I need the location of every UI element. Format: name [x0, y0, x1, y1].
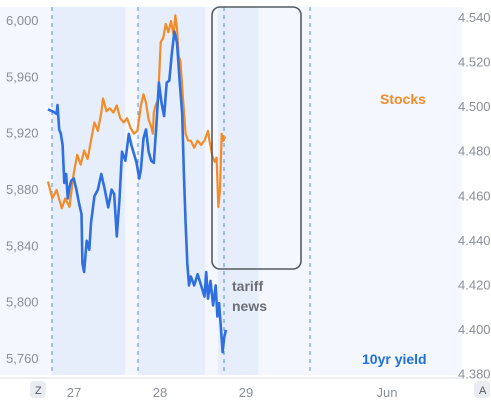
y-left-tick-1: 5,800 — [6, 295, 39, 310]
y-right-tick-1: 4.400 — [458, 322, 491, 337]
zoom-right-control[interactable]: A — [474, 381, 490, 398]
y-right-tick-5: 4.480 — [458, 144, 491, 159]
x-tick-3: Jun — [377, 385, 398, 400]
y-right-tick-4: 4.460 — [458, 188, 491, 203]
session-band-2 — [217, 7, 259, 375]
y-right-tick-0: 4.380 — [458, 366, 491, 381]
y-left-tick-4: 5,920 — [6, 126, 39, 141]
stocks-line — [46, 14, 227, 210]
stocks-label: Stocks — [380, 91, 426, 107]
yield-label: 10yr yield — [362, 351, 427, 367]
annotation-line2: news — [232, 298, 267, 314]
y-right-tick-2: 4.420 — [458, 277, 491, 292]
yield-line — [47, 30, 228, 354]
y-right-tick-8: 4.540 — [458, 10, 491, 25]
x-tick-0: 27 — [67, 385, 81, 400]
y-right-tick-7: 4.520 — [458, 55, 491, 70]
y-left-tick-2: 5,840 — [6, 238, 39, 253]
y-axis-left: 5,760 5,800 5,840 5,880 5,920 5,960 6,000 — [6, 13, 39, 366]
y-right-tick-3: 4.440 — [458, 233, 491, 248]
x-tick-2: 29 — [239, 385, 253, 400]
tariff-news-box — [211, 6, 302, 270]
x-axis: 27 28 29 Jun — [67, 385, 398, 400]
y-left-tick-5: 5,960 — [6, 69, 39, 84]
svg-text:A: A — [479, 385, 487, 397]
session-band-0 — [52, 7, 126, 375]
annotation-line1: tariff — [232, 278, 263, 294]
session-dashes — [0, 7, 462, 379]
zoom-left-control[interactable]: Z — [30, 381, 46, 398]
y-left-tick-6: 6,000 — [6, 13, 39, 28]
y-left-tick-0: 5,760 — [6, 351, 39, 366]
y-right-tick-6: 4.500 — [458, 99, 491, 114]
svg-text:Z: Z — [35, 385, 42, 397]
y-left-tick-3: 5,880 — [6, 182, 39, 197]
y-axis-right: 4.380 4.400 4.420 4.440 4.460 4.480 4.500 4.520… — [458, 10, 491, 381]
x-tick-1: 28 — [153, 385, 167, 400]
